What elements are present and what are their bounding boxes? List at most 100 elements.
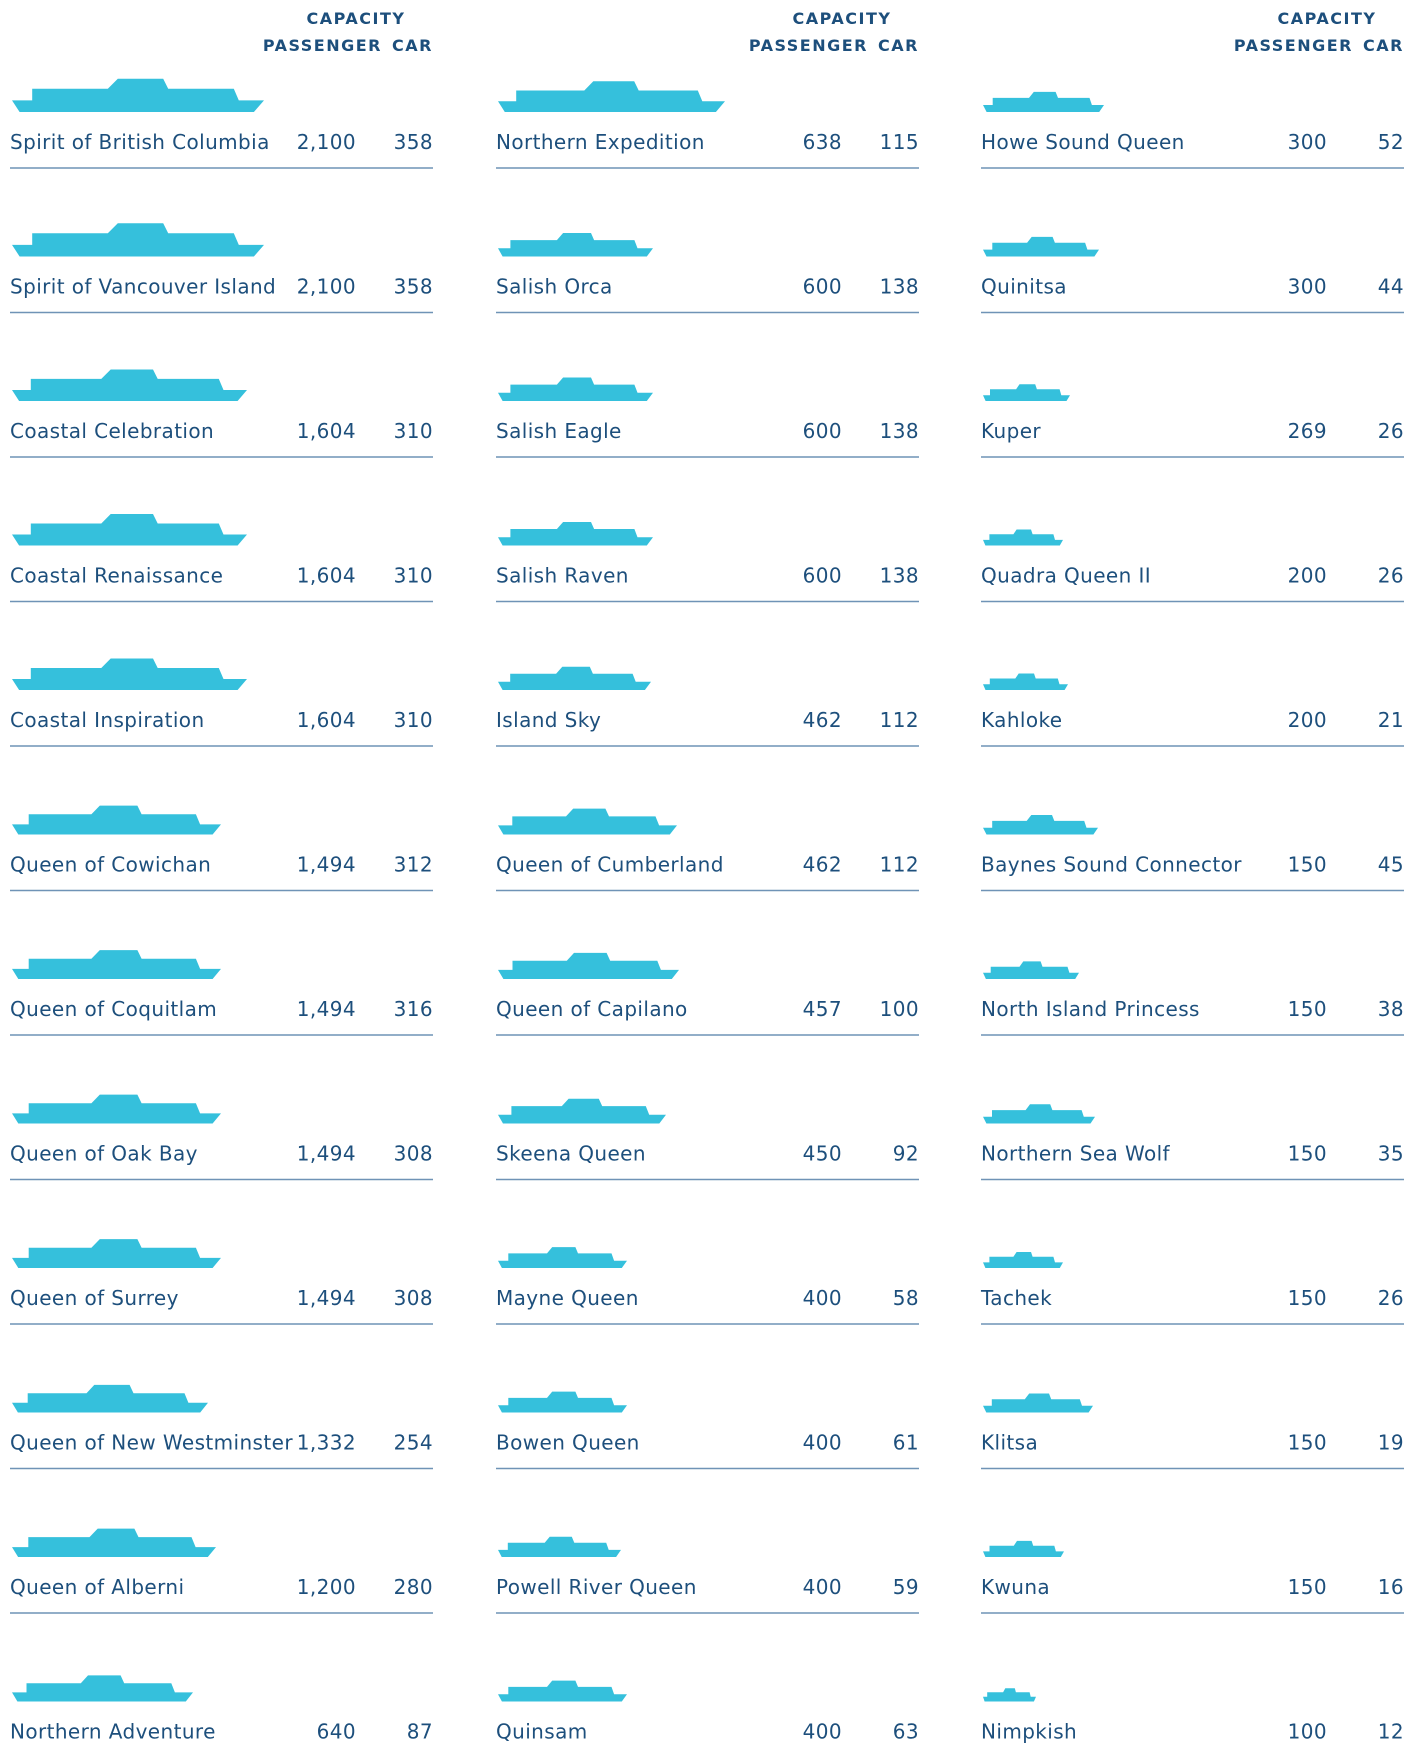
passenger-capacity: 600 bbox=[803, 275, 842, 299]
passenger-capacity: 200 bbox=[1288, 564, 1327, 588]
passenger-capacity: 150 bbox=[1288, 1142, 1327, 1166]
ship-silhouette bbox=[498, 378, 653, 402]
car-capacity: 26 bbox=[1378, 419, 1404, 443]
car-capacity: 310 bbox=[394, 708, 433, 732]
passenger-capacity: 400 bbox=[803, 1720, 842, 1744]
ship-name: Queen of Cumberland bbox=[496, 853, 724, 877]
car-header: CAR bbox=[392, 36, 433, 55]
ship-silhouette bbox=[498, 1392, 627, 1413]
ship-silhouette bbox=[12, 1095, 221, 1124]
ship-name: Kahloke bbox=[981, 708, 1062, 732]
car-capacity: 312 bbox=[394, 853, 433, 877]
passenger-header: PASSENGER bbox=[1234, 36, 1353, 55]
passenger-capacity: 457 bbox=[803, 997, 842, 1021]
car-capacity: 308 bbox=[394, 1286, 433, 1310]
ship-silhouette bbox=[983, 1252, 1063, 1268]
car-header: CAR bbox=[1363, 36, 1404, 55]
passenger-capacity: 150 bbox=[1288, 1431, 1327, 1455]
ship-name: Coastal Inspiration bbox=[10, 708, 205, 732]
ship-name: Tachek bbox=[980, 1286, 1052, 1310]
passenger-capacity: 2,100 bbox=[297, 275, 356, 299]
passenger-capacity: 400 bbox=[803, 1431, 842, 1455]
ship-silhouette bbox=[983, 1104, 1095, 1123]
car-capacity: 44 bbox=[1378, 275, 1404, 299]
fleet-capacity: CAPACITYPASSENGERCARSpirit of British Co… bbox=[0, 0, 1424, 1750]
capacity-header: CAPACITY bbox=[307, 9, 406, 28]
ship-name: Queen of Surrey bbox=[10, 1286, 179, 1310]
car-capacity: 358 bbox=[394, 130, 433, 154]
ship-silhouette bbox=[983, 92, 1104, 112]
ship-silhouette bbox=[12, 514, 247, 546]
ship-silhouette bbox=[12, 1675, 193, 1701]
ship-name: Queen of New Westminster bbox=[10, 1431, 293, 1455]
capacity-header: CAPACITY bbox=[1278, 9, 1377, 28]
passenger-capacity: 1,494 bbox=[297, 853, 356, 877]
ship-silhouette bbox=[498, 233, 653, 257]
car-header: CAR bbox=[878, 36, 919, 55]
ship-silhouette bbox=[498, 522, 653, 546]
passenger-capacity: 400 bbox=[803, 1575, 842, 1599]
car-capacity: 316 bbox=[394, 997, 433, 1021]
ship-name: Howe Sound Queen bbox=[981, 130, 1185, 154]
ship-name: Kwuna bbox=[981, 1575, 1050, 1599]
ship-name: Kuper bbox=[981, 419, 1041, 443]
passenger-capacity: 400 bbox=[803, 1286, 842, 1310]
ship-name: Mayne Queen bbox=[496, 1286, 639, 1310]
ship-name: Queen of Coquitlam bbox=[10, 997, 217, 1021]
car-capacity: 358 bbox=[394, 275, 433, 299]
passenger-capacity: 1,604 bbox=[297, 708, 356, 732]
car-capacity: 138 bbox=[880, 275, 919, 299]
car-capacity: 138 bbox=[880, 564, 919, 588]
ship-silhouette bbox=[12, 1385, 208, 1413]
car-capacity: 45 bbox=[1378, 853, 1404, 877]
car-capacity: 16 bbox=[1378, 1575, 1404, 1599]
ship-silhouette bbox=[983, 1541, 1064, 1557]
car-capacity: 100 bbox=[880, 997, 919, 1021]
ship-name: Northern Sea Wolf bbox=[981, 1142, 1171, 1166]
car-capacity: 26 bbox=[1378, 564, 1404, 588]
passenger-capacity: 1,604 bbox=[297, 419, 356, 443]
ship-silhouette bbox=[498, 953, 679, 979]
ship-name: Salish Orca bbox=[496, 275, 613, 299]
passenger-header: PASSENGER bbox=[749, 36, 868, 55]
ship-silhouette bbox=[12, 950, 221, 979]
car-capacity: 112 bbox=[880, 853, 919, 877]
passenger-capacity: 462 bbox=[803, 853, 842, 877]
car-capacity: 61 bbox=[893, 1431, 919, 1455]
passenger-capacity: 300 bbox=[1288, 275, 1327, 299]
ship-silhouette bbox=[498, 1537, 621, 1557]
car-capacity: 310 bbox=[394, 419, 433, 443]
ship-silhouette bbox=[12, 1239, 221, 1268]
ship-name: Klitsa bbox=[981, 1431, 1038, 1455]
passenger-capacity: 638 bbox=[803, 130, 842, 154]
ship-name: Northern Adventure bbox=[10, 1720, 216, 1744]
ship-name: Queen of Cowichan bbox=[10, 853, 211, 877]
ship-name: Baynes Sound Connector bbox=[981, 853, 1242, 877]
passenger-capacity: 1,494 bbox=[297, 997, 356, 1021]
car-capacity: 12 bbox=[1378, 1720, 1404, 1744]
passenger-capacity: 600 bbox=[803, 564, 842, 588]
ship-name: Salish Eagle bbox=[496, 419, 622, 443]
ship-silhouette bbox=[12, 370, 247, 402]
ship-silhouette bbox=[12, 659, 247, 691]
passenger-capacity: 1,494 bbox=[297, 1286, 356, 1310]
ship-name: Queen of Capilano bbox=[496, 997, 688, 1021]
car-capacity: 63 bbox=[893, 1720, 919, 1744]
ship-name: Quinsam bbox=[496, 1720, 588, 1744]
passenger-capacity: 100 bbox=[1288, 1720, 1327, 1744]
ship-silhouette bbox=[498, 809, 677, 835]
ship-silhouette bbox=[12, 1529, 216, 1557]
car-capacity: 21 bbox=[1378, 708, 1404, 732]
passenger-capacity: 1,604 bbox=[297, 564, 356, 588]
car-capacity: 254 bbox=[394, 1431, 433, 1455]
passenger-capacity: 150 bbox=[1288, 997, 1327, 1021]
ship-name: Quadra Queen II bbox=[981, 564, 1151, 588]
car-capacity: 308 bbox=[394, 1142, 433, 1166]
passenger-capacity: 300 bbox=[1288, 130, 1327, 154]
ship-name: Queen of Alberni bbox=[10, 1575, 184, 1599]
ship-silhouette bbox=[983, 674, 1068, 691]
car-capacity: 115 bbox=[880, 130, 919, 154]
ship-name: Spirit of Vancouver Island bbox=[10, 275, 276, 299]
ship-name: Skeena Queen bbox=[496, 1142, 646, 1166]
passenger-capacity: 150 bbox=[1288, 1286, 1327, 1310]
